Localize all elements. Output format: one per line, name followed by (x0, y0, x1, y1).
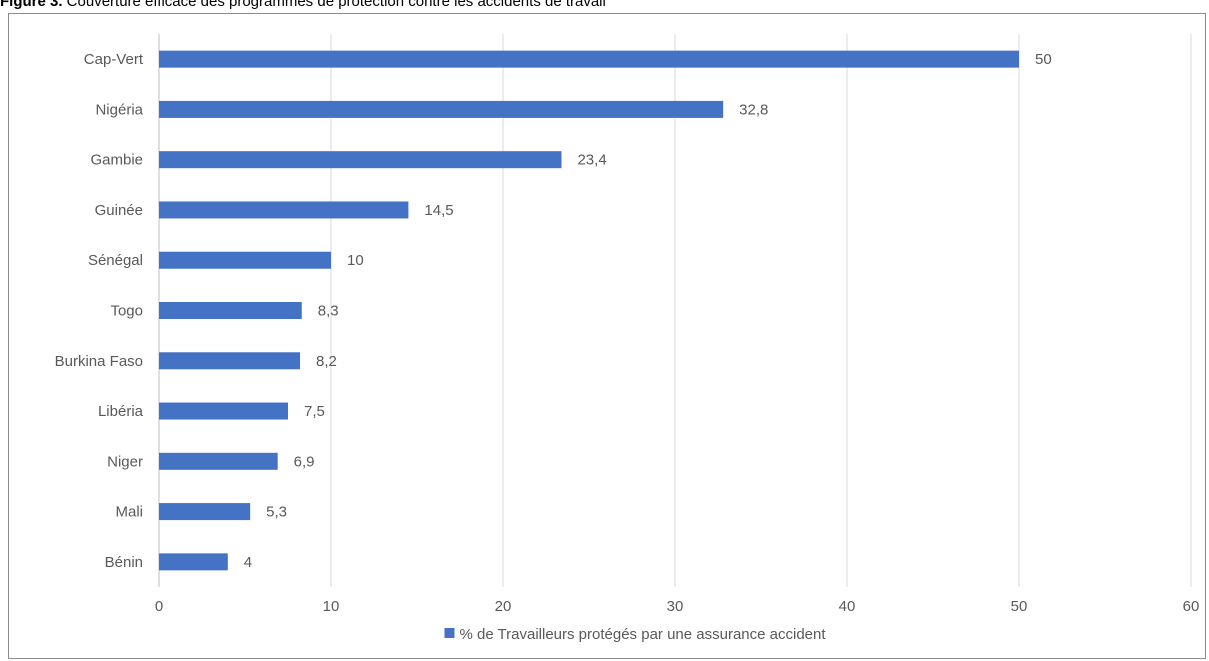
bar-9 (159, 503, 251, 521)
bar-10 (159, 553, 228, 571)
data-label: 14,5 (424, 202, 453, 219)
bar-4 (159, 251, 331, 269)
category-label: Libéria (98, 403, 144, 420)
x-tick-label: 20 (495, 598, 512, 615)
data-label: 23,4 (577, 152, 606, 169)
bar-7 (159, 402, 288, 420)
category-label: Niger (107, 453, 143, 470)
category-label: Mali (115, 504, 143, 521)
category-label: Guinée (95, 202, 143, 219)
x-tick-label: 0 (155, 598, 163, 615)
data-label: 50 (1035, 51, 1052, 68)
figure-caption-text: Couverture efficace des programmes de pr… (62, 0, 606, 10)
x-tick-label: 30 (667, 598, 684, 615)
data-label: 5,3 (266, 504, 287, 521)
x-tick-label: 40 (839, 598, 856, 615)
x-tick-label: 60 (1183, 598, 1200, 615)
bar-5 (159, 302, 302, 319)
category-label: Gambie (90, 152, 143, 169)
data-label: 4 (244, 554, 252, 571)
category-label: Sénégal (88, 252, 143, 269)
legend-label: % de Travailleurs protégés par une assur… (459, 626, 826, 643)
legend-swatch (444, 628, 455, 638)
figure-label: Figure 3. (0, 0, 63, 10)
bar-chart: 0 10 20 30 40 50 60 Cap-Vert 50 Nigéria 32,8 Gambie… (55, 34, 1200, 643)
data-label: 6,9 (294, 453, 315, 470)
bar-8 (159, 452, 278, 470)
category-label: Nigéria (95, 101, 143, 118)
category-label: Cap-Vert (84, 51, 144, 68)
data-label: 8,3 (318, 303, 339, 320)
bar-6 (159, 352, 301, 370)
data-label: 32,8 (739, 101, 768, 118)
category-label: Burkina Faso (55, 353, 143, 370)
chart-frame: 0 10 20 30 40 50 60 Cap-Vert 50 Nigéria 32,8 Gambie… (8, 13, 1206, 659)
category-label: Bénin (105, 554, 143, 571)
figure-caption: Figure 3. Couverture efficace des progra… (0, 0, 606, 12)
bar-2 (159, 151, 562, 169)
bar-0 (159, 50, 1019, 68)
bar-3 (159, 201, 409, 219)
category-label: Togo (110, 303, 143, 320)
data-label: 8,2 (316, 353, 337, 370)
bar-1 (159, 100, 724, 118)
x-tick-label: 50 (1011, 598, 1028, 615)
data-label: 10 (347, 252, 364, 269)
x-tick-label: 10 (323, 598, 340, 615)
data-label: 7,5 (304, 403, 325, 420)
